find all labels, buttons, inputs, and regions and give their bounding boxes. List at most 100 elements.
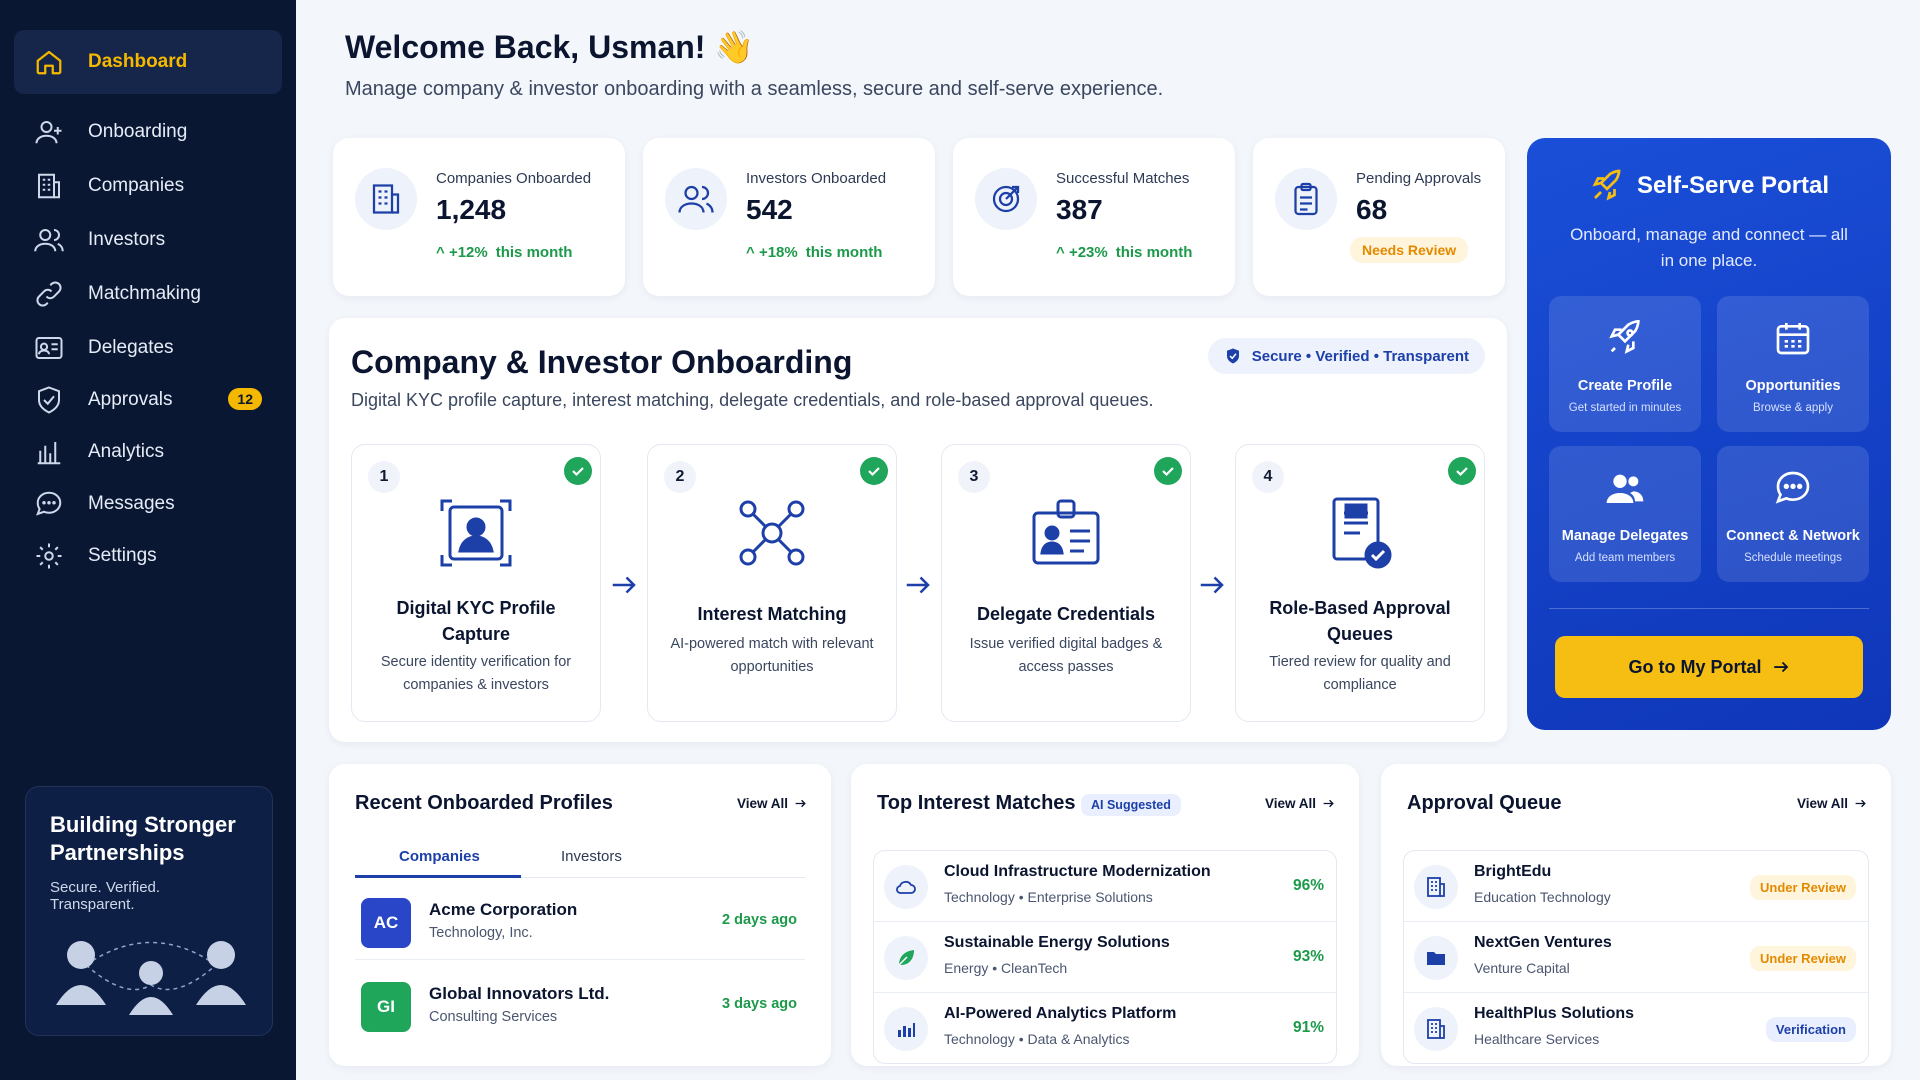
- queue-item[interactable]: HealthPlus Solutions Healthcare Services…: [1404, 993, 1868, 1064]
- portal-title: Self-Serve Portal: [1636, 172, 1830, 199]
- self-serve-portal-card: Self-Serve Portal Onboard, manage and co…: [1527, 138, 1891, 730]
- queue-list: BrightEdu Education Technology Under Rev…: [1403, 850, 1869, 1064]
- check-icon: [1448, 457, 1476, 485]
- step-card-kyc[interactable]: 1 Digital KYC Profile Capture Secure ide…: [351, 444, 601, 722]
- chart-icon: [898, 1023, 915, 1037]
- match-title: Sustainable Energy Solutions: [944, 934, 1170, 951]
- match-score: 91%: [1292, 1019, 1324, 1036]
- match-item[interactable]: AI-Powered Analytics Platform Technology…: [874, 993, 1336, 1064]
- stat-card-investors: Investors Onboarded 542 ^ +18% this month: [643, 138, 935, 296]
- profile-time: 3 days ago: [722, 996, 797, 1012]
- tile-opportunities[interactable]: Opportunities Browse & apply: [1717, 296, 1869, 432]
- sidebar-item-label: Approvals: [88, 389, 173, 410]
- queue-sector: Education Technology: [1474, 889, 1611, 905]
- rocket-icon: [1592, 169, 1621, 201]
- queue-name: HealthPlus Solutions: [1474, 1005, 1635, 1022]
- icon-wrap: [884, 1007, 928, 1051]
- document-approved-icon: [1332, 497, 1392, 569]
- sidebar-item-label: Analytics: [88, 441, 165, 462]
- sidebar-item-onboarding[interactable]: Onboarding: [14, 100, 282, 164]
- check-icon: [1154, 457, 1182, 485]
- view-all-link[interactable]: View All: [1265, 796, 1335, 811]
- cloud-icon: [896, 880, 916, 894]
- list-item[interactable]: AC Acme Corporation Technology, Inc. 2 d…: [355, 888, 805, 960]
- view-all-label: View All: [1796, 796, 1848, 811]
- step-title: Delegate Credentials: [976, 604, 1156, 624]
- sidebar-item-label: Investors: [88, 229, 166, 250]
- tab-investors[interactable]: Investors: [561, 848, 622, 865]
- step-card-matching[interactable]: 2 Interest Matching AI-powered match wit…: [647, 444, 897, 722]
- step-description: Tiered review for quality and compliance: [1269, 654, 1451, 693]
- match-sector: Technology: [944, 1031, 1015, 1047]
- profile-name: Global Innovators Ltd.: [429, 984, 610, 1003]
- stat-label: Companies Onboarded: [436, 170, 592, 187]
- sidebar-item-label: Messages: [88, 493, 175, 514]
- sidebar-item-label: Delegates: [88, 337, 174, 358]
- sidebar-item-dashboard[interactable]: Dashboard: [14, 30, 282, 94]
- step-title: Digital KYC Profile Capture: [396, 598, 556, 644]
- step-card-credentials[interactable]: 3 Delegate Credentials Issue verified di…: [941, 444, 1191, 722]
- matches-list: Cloud Infrastructure Modernization Techn…: [873, 850, 1337, 1064]
- sidebar: Dashboard Onboarding Companies Investors…: [0, 0, 296, 1080]
- sidebar-item-companies[interactable]: Companies: [14, 154, 282, 218]
- step-description: AI-powered match with relevant opportuni…: [670, 636, 874, 675]
- tile-connect-network[interactable]: Connect & Network Schedule meetings: [1717, 446, 1869, 582]
- active-tab-indicator: [355, 875, 521, 878]
- sidebar-item-delegates[interactable]: Delegates: [14, 316, 282, 380]
- arrow-right-icon: [1323, 799, 1334, 808]
- stat-icon-wrap: [665, 168, 727, 230]
- approvals-count-badge: 12: [228, 388, 262, 410]
- stat-value: 1,248: [436, 194, 507, 225]
- sidebar-item-matchmaking[interactable]: Matchmaking: [14, 262, 282, 326]
- match-item[interactable]: Sustainable Energy Solutions Energy • Cl…: [874, 922, 1336, 993]
- calendar-icon: [1776, 323, 1810, 355]
- sidebar-item-analytics[interactable]: Analytics: [14, 420, 282, 484]
- page-title: Welcome Back, Usman! 👋: [345, 29, 755, 65]
- match-score: 93%: [1292, 948, 1324, 965]
- gear-icon: [36, 543, 62, 569]
- tab-companies[interactable]: Companies: [399, 848, 480, 865]
- users-icon: [678, 185, 714, 213]
- panel-title: Top Interest Matches: [877, 792, 1076, 814]
- stat-icon-wrap: [1275, 168, 1337, 230]
- trend-up-icon: ^: [1056, 244, 1065, 261]
- match-item[interactable]: Cloud Infrastructure Modernization Techn…: [874, 851, 1336, 922]
- home-icon: [36, 50, 62, 75]
- queue-item[interactable]: BrightEdu Education Technology Under Rev…: [1404, 851, 1868, 922]
- queue-item[interactable]: NextGen Ventures Venture Capital Under R…: [1404, 922, 1868, 993]
- view-all-link[interactable]: View All: [1797, 796, 1867, 811]
- stat-card-companies: Companies Onboarded 1,248 ^ +12% this mon…: [333, 138, 625, 296]
- view-all-link[interactable]: View All: [737, 796, 807, 811]
- trend-period: this month: [1115, 244, 1193, 261]
- network-nodes-icon: [739, 500, 805, 566]
- users-icon: [1606, 474, 1644, 503]
- profile-time: 2 days ago: [722, 912, 797, 928]
- arrow-right-icon: [612, 576, 636, 594]
- sidebar-item-investors[interactable]: Investors: [14, 208, 282, 272]
- divider: [1549, 608, 1869, 609]
- step-number: 3: [958, 461, 990, 493]
- top-matches-panel: Top Interest Matches AI Suggested View A…: [851, 764, 1359, 1066]
- go-to-portal-button[interactable]: Go to My Portal: [1555, 636, 1863, 698]
- sidebar-item-settings[interactable]: Settings: [14, 524, 282, 588]
- queue-sector: Venture Capital: [1474, 960, 1570, 976]
- sidebar-item-messages[interactable]: Messages: [14, 472, 282, 536]
- step-title: Interest Matching: [697, 604, 847, 624]
- stat-trend: ^ +23% this month: [1056, 244, 1192, 261]
- sidebar-nav: Dashboard Onboarding Companies Investors…: [14, 30, 282, 588]
- promo-subtitle: Secure. Verified. Transparent.: [50, 879, 161, 913]
- queue-name: BrightEdu: [1474, 863, 1552, 880]
- list-item[interactable]: GI Global Innovators Ltd. Consulting Ser…: [355, 972, 805, 1044]
- credential-badge-icon: [1032, 499, 1100, 565]
- tile-manage-delegates[interactable]: Manage Delegates Add team members: [1549, 446, 1701, 582]
- tile-title: Manage Delegates: [1561, 528, 1689, 544]
- step-number: 1: [368, 461, 400, 493]
- match-title: Cloud Infrastructure Modernization: [944, 863, 1211, 880]
- approval-queue-panel: Approval Queue View All BrightEdu Educat…: [1381, 764, 1891, 1066]
- step-card-approval-queues[interactable]: 4 Role-Based Approval Queues Tiered revi…: [1235, 444, 1485, 722]
- tile-create-profile[interactable]: Create Profile Get started in minutes: [1549, 296, 1701, 432]
- sidebar-item-approvals[interactable]: Approvals 12: [14, 368, 282, 432]
- match-score: 96%: [1292, 877, 1324, 894]
- match-sector: Energy: [944, 960, 989, 976]
- match-subsector: Enterprise Solutions: [1027, 889, 1153, 905]
